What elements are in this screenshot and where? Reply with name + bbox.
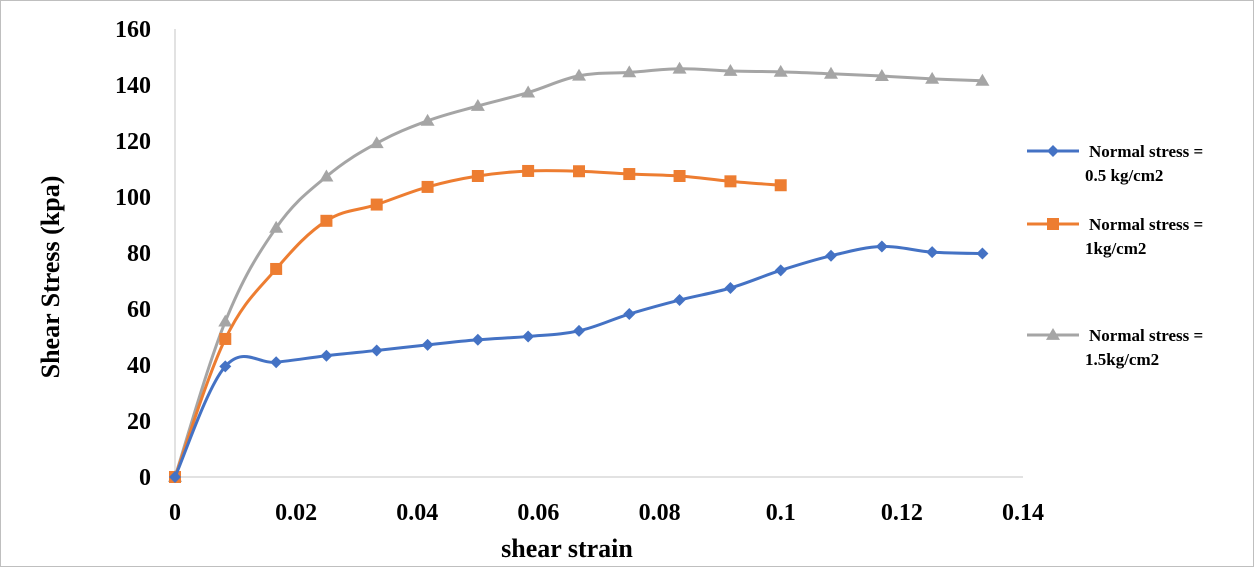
- data-point: [926, 246, 939, 259]
- data-point: [673, 294, 686, 307]
- data-point: [219, 360, 232, 373]
- data-point: [218, 314, 233, 327]
- legend-label: Normal stress =: [1089, 142, 1203, 161]
- legend-item: Normal stress = 0.5 kg/cm2: [1027, 142, 1203, 185]
- data-point: [319, 169, 334, 182]
- data-point: [421, 180, 434, 193]
- data-point: [369, 136, 384, 149]
- x-tick-label: 0.06: [517, 500, 559, 526]
- data-point: [522, 330, 535, 343]
- data-point: [672, 61, 687, 74]
- y-tick-labels: 0 20 40 60 80 100 120 140 160: [115, 17, 151, 491]
- data-point: [774, 264, 787, 277]
- legend-item: Normal stress = 1.5kg/cm2: [1027, 326, 1203, 369]
- series-line: [173, 245, 984, 479]
- data-point: [270, 356, 283, 369]
- data-point: [976, 247, 989, 260]
- x-tick-label: 0.04: [396, 500, 438, 526]
- axes: [174, 29, 1023, 478]
- y-tick-label: 140: [115, 73, 151, 99]
- data-point: [320, 349, 333, 362]
- x-axis-title: shear strain: [501, 534, 633, 563]
- legend-marker: [1047, 218, 1059, 230]
- data-point: [370, 344, 383, 357]
- legend-label: Normal stress =: [1089, 326, 1203, 345]
- data-point: [521, 85, 536, 98]
- data-point: [622, 65, 637, 78]
- y-tick-label: 100: [115, 185, 151, 211]
- data-point: [572, 68, 587, 81]
- data-point: [925, 71, 940, 84]
- data-point: [774, 179, 787, 192]
- y-tick-label: 80: [127, 241, 151, 267]
- data-point: [673, 170, 686, 182]
- legend-label: 1.5kg/cm2: [1085, 350, 1159, 369]
- data-point: [421, 338, 434, 351]
- series-3: [168, 61, 990, 482]
- data-point: [724, 175, 737, 188]
- x-tick-labels: 0 0.02 0.04 0.06 0.08 0.1 0.12 0.14: [169, 500, 1044, 526]
- data-point: [623, 168, 636, 181]
- x-tick-label: 0.1: [766, 500, 796, 526]
- data-point: [975, 73, 990, 86]
- data-point: [471, 333, 484, 346]
- legend-marker: [1047, 145, 1059, 157]
- x-tick-label: 0.12: [881, 500, 923, 526]
- data-point: [470, 99, 485, 111]
- data-point: [723, 64, 738, 76]
- y-tick-label: 160: [115, 17, 151, 43]
- legend-label: 0.5 kg/cm2: [1085, 166, 1163, 185]
- series-1: [169, 240, 989, 483]
- data-point: [823, 66, 838, 79]
- data-point: [471, 170, 484, 182]
- data-point: [169, 471, 181, 483]
- legend-label: 1kg/cm2: [1085, 239, 1146, 258]
- y-tick-label: 0: [139, 465, 151, 491]
- x-tick-label: 0: [169, 500, 181, 526]
- data-point: [270, 262, 283, 275]
- legend-marker: [1046, 328, 1060, 340]
- data-point: [219, 332, 232, 345]
- legend-label: Normal stress =: [1089, 215, 1203, 234]
- series-group: [168, 61, 990, 483]
- data-point: [623, 308, 636, 321]
- y-axis-title: Shear Stress (kpa): [36, 176, 65, 379]
- y-tick-label: 60: [127, 297, 151, 323]
- data-point: [824, 249, 837, 262]
- data-point: [269, 220, 284, 233]
- data-point: [875, 240, 888, 253]
- legend-item: Normal stress = 1kg/cm2: [1027, 215, 1203, 258]
- data-point: [874, 69, 889, 81]
- x-tick-label: 0.02: [275, 500, 317, 526]
- series-line: [173, 67, 984, 479]
- data-point: [573, 324, 586, 337]
- series-2: [169, 164, 787, 483]
- data-point: [320, 214, 333, 227]
- y-tick-label: 120: [115, 129, 151, 155]
- y-tick-label: 20: [127, 409, 151, 435]
- x-tick-label: 0.14: [1002, 500, 1044, 526]
- data-point: [370, 198, 383, 211]
- data-point: [420, 113, 435, 126]
- x-tick-label: 0.08: [639, 500, 681, 526]
- data-point: [573, 165, 586, 178]
- data-point: [773, 64, 788, 77]
- series-line: [173, 169, 783, 479]
- y-tick-label: 40: [127, 353, 151, 379]
- data-point: [724, 282, 737, 294]
- data-point: [522, 164, 535, 177]
